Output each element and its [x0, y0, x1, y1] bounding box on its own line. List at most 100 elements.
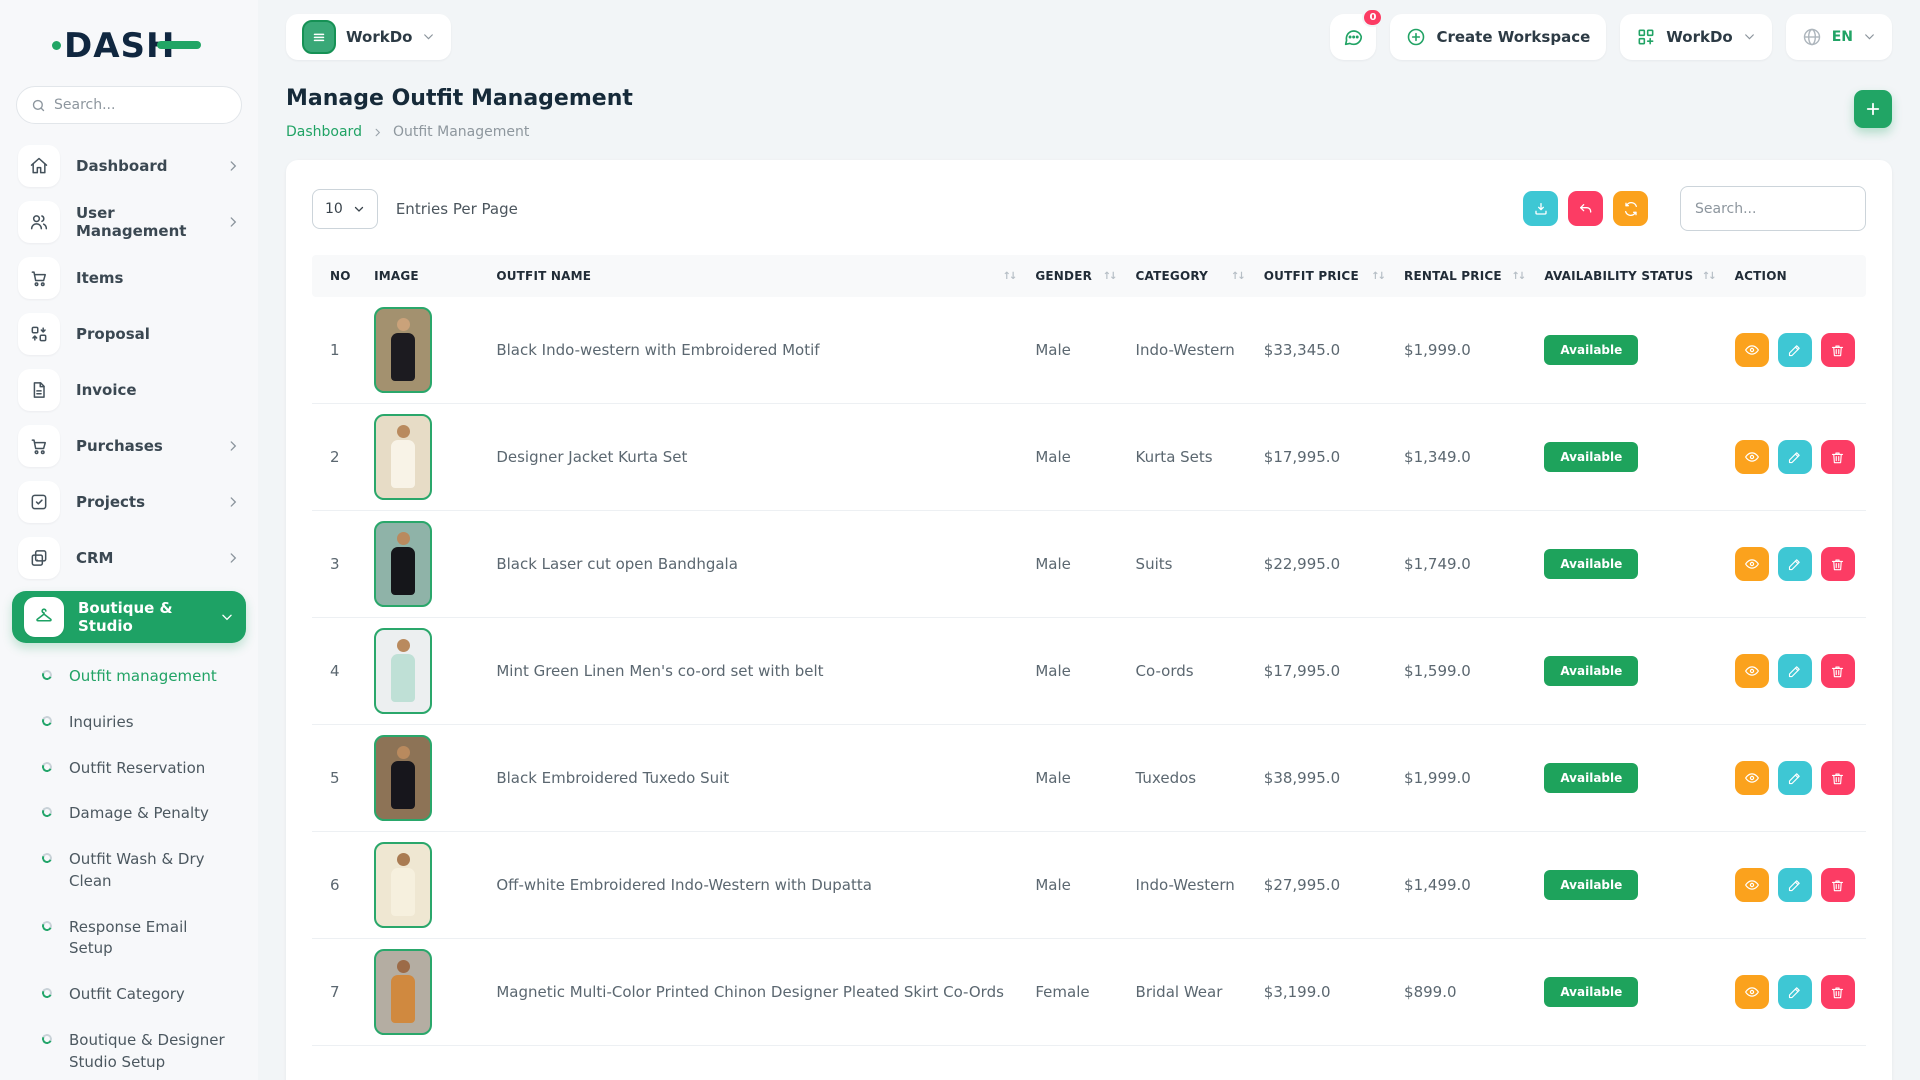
- view-button[interactable]: [1734, 333, 1769, 367]
- add-outfit-button[interactable]: [1854, 90, 1892, 128]
- sidebar-item-boutique-studio[interactable]: Boutique & Studio: [12, 591, 246, 643]
- outfit-thumbnail[interactable]: [374, 735, 433, 821]
- chevron-down-icon: [220, 610, 234, 624]
- create-workspace-button[interactable]: Create Workspace: [1390, 13, 1607, 60]
- sidebar-item-label: Items: [76, 269, 124, 287]
- outfit-thumbnail[interactable]: [374, 414, 433, 500]
- app-logo[interactable]: DASH: [0, 18, 258, 80]
- view-button[interactable]: [1734, 975, 1769, 1009]
- submenu-item-inquiries[interactable]: Inquiries: [40, 700, 258, 746]
- check-square-icon: [18, 481, 60, 523]
- rental-price: $899.0: [1394, 938, 1535, 1046]
- delete-button[interactable]: [1820, 868, 1855, 902]
- outfit-gender: Female: [1025, 938, 1126, 1046]
- outfit-figure: [391, 639, 416, 702]
- edit-button[interactable]: [1777, 761, 1812, 795]
- eye-icon: [1744, 984, 1760, 1000]
- sidebar-search-input[interactable]: [54, 97, 227, 113]
- table-row: 3 Black Laser cut open Bandhgala Male Su…: [312, 510, 1866, 618]
- table-row: 7 Magnetic Multi-Color Printed Chinon De…: [312, 938, 1866, 1046]
- rental-price: $1,599.0: [1394, 617, 1535, 725]
- edit-button[interactable]: [1777, 975, 1812, 1009]
- eye-icon: [1744, 449, 1760, 465]
- sidebar-item-proposal[interactable]: Proposal: [0, 306, 258, 362]
- edit-button[interactable]: [1777, 868, 1812, 902]
- globe-icon: [1802, 27, 1822, 47]
- sidebar-item-invoice[interactable]: Invoice: [0, 362, 258, 418]
- view-button[interactable]: [1734, 868, 1769, 902]
- submenu-item-outfit-category[interactable]: Outfit Category: [40, 972, 258, 1018]
- submenu-item-outfit-management[interactable]: Outfit management: [40, 654, 258, 700]
- bullet-icon: [40, 760, 54, 773]
- main-area: WorkDo 0 Create Workspace WorkDo EN: [258, 0, 1920, 1080]
- export-download-button[interactable]: [1523, 191, 1558, 226]
- col-category[interactable]: CATEGORY ↑↓: [1125, 255, 1254, 297]
- delete-button[interactable]: [1820, 440, 1855, 474]
- outfit-figure: [391, 318, 416, 381]
- bullet-icon: [40, 714, 54, 728]
- bullet-icon: [40, 1032, 54, 1046]
- outfit-thumbnail[interactable]: [374, 949, 433, 1035]
- table-search-input[interactable]: [1680, 186, 1866, 231]
- pencil-icon: [1787, 343, 1802, 358]
- outfit-thumbnail[interactable]: [374, 521, 433, 607]
- edit-button[interactable]: [1777, 440, 1812, 474]
- col-gender[interactable]: GENDER ↑↓: [1025, 255, 1126, 297]
- sidebar-item-user-management[interactable]: User Management: [0, 194, 258, 250]
- delete-button[interactable]: [1820, 654, 1855, 688]
- sidebar-search[interactable]: [16, 86, 242, 124]
- outfit-name: Black Indo-western with Embroidered Moti…: [486, 297, 1026, 404]
- trash-icon: [1830, 557, 1845, 572]
- view-button[interactable]: [1734, 761, 1769, 795]
- delete-button[interactable]: [1820, 761, 1855, 795]
- sidebar-item-items[interactable]: Items: [0, 250, 258, 306]
- workspace-switcher[interactable]: WorkDo: [286, 13, 452, 60]
- view-button[interactable]: [1734, 440, 1769, 474]
- undo-button[interactable]: [1568, 191, 1603, 226]
- submenu-item-boutique-designer-studio-setup[interactable]: Boutique & Designer Studio Setup: [40, 1018, 258, 1080]
- sidebar-item-purchases[interactable]: Purchases: [0, 418, 258, 474]
- view-button[interactable]: [1734, 547, 1769, 581]
- chevron-down-icon: [1863, 30, 1876, 43]
- refresh-button[interactable]: [1613, 191, 1648, 226]
- messages-button[interactable]: 0: [1330, 7, 1384, 60]
- sidebar-item-projects[interactable]: Projects: [0, 474, 258, 530]
- submenu-item-outfit-reservation[interactable]: Outfit Reservation: [40, 746, 258, 792]
- sidebar-item-label: CRM: [76, 549, 114, 567]
- outfit-thumbnail[interactable]: [374, 628, 433, 714]
- submenu-item-damage-penalty[interactable]: Damage & Penalty: [40, 791, 258, 837]
- col-rental-price[interactable]: RENTAL PRICE ↑↓: [1394, 255, 1535, 297]
- edit-button[interactable]: [1777, 547, 1812, 581]
- workspace-menu-button[interactable]: WorkDo: [1620, 13, 1772, 60]
- entries-per-page-select[interactable]: 10: [312, 188, 378, 229]
- outfit-thumbnail[interactable]: [374, 842, 433, 928]
- col-outfit-price[interactable]: OUTFIT PRICE ↑↓: [1253, 255, 1395, 297]
- edit-button[interactable]: [1777, 333, 1812, 367]
- outfit-category: Indo-Western: [1125, 831, 1254, 939]
- rental-price: $1,999.0: [1394, 297, 1535, 404]
- sort-icon: ↑↓: [1002, 270, 1018, 282]
- sidebar-item-dashboard[interactable]: Dashboard: [0, 138, 258, 194]
- delete-button[interactable]: [1820, 975, 1855, 1009]
- col-outfit-name[interactable]: OUTFIT NAME ↑↓: [486, 255, 1026, 297]
- sidebar-item-crm[interactable]: CRM: [0, 530, 258, 586]
- layers-icon: [18, 537, 60, 579]
- breadcrumb-dashboard-link[interactable]: Dashboard: [286, 124, 362, 140]
- language-selector[interactable]: EN: [1785, 13, 1892, 60]
- view-button[interactable]: [1734, 654, 1769, 688]
- delete-button[interactable]: [1820, 547, 1855, 581]
- row-number: 5: [312, 724, 365, 832]
- outfit-thumbnail[interactable]: [374, 307, 433, 393]
- delete-button[interactable]: [1820, 333, 1855, 367]
- sidebar: DASH Dashboard User Management Items Pro…: [0, 0, 258, 1080]
- col-availability-status[interactable]: AVAILABILITY STATUS ↑↓: [1534, 255, 1725, 297]
- submenu-item-outfit-wash-dry-clean[interactable]: Outfit Wash & Dry Clean: [40, 837, 258, 905]
- availability-badge: Available: [1544, 549, 1639, 579]
- rental-price: $1,349.0: [1394, 403, 1535, 511]
- bullet-icon: [40, 851, 54, 865]
- edit-button[interactable]: [1777, 654, 1812, 688]
- availability-badge: Available: [1544, 335, 1639, 365]
- outfit-figure: [391, 960, 416, 1023]
- submenu-item-response-email-setup[interactable]: Response Email Setup: [40, 905, 258, 973]
- outfit-category: Kurta Sets: [1125, 403, 1254, 511]
